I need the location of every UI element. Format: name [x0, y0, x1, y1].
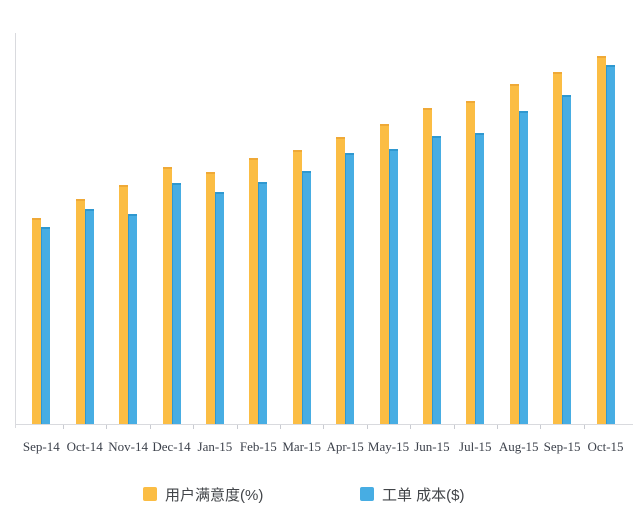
x-axis-label-Jun-15: Jun-15: [414, 439, 450, 454]
bar-satisfaction-Dec-14: [162, 167, 172, 424]
x-axis-tick: [323, 425, 325, 429]
bar-cost-Sep-15: [562, 95, 572, 424]
bar-satisfaction-Feb-15: [249, 158, 259, 424]
bar-satisfaction-Mar-15: [292, 150, 302, 424]
legend: 用户满意度(%) 工单 成本($): [0, 484, 642, 504]
legend-swatch-satisfaction-icon: [143, 487, 157, 501]
x-axis-tick: [236, 425, 238, 429]
x-axis-label-Dec-14: Dec-14: [152, 439, 191, 454]
bar-satisfaction-Oct-14: [75, 199, 85, 424]
bar-cost-Jun-15: [431, 136, 441, 424]
x-axis-tick: [366, 425, 368, 429]
x-axis-tick: [280, 425, 281, 429]
x-axis-tick: [497, 425, 498, 429]
bar-satisfaction-May-15: [379, 124, 389, 424]
x-axis-label-Oct-15: Oct-15: [587, 439, 624, 454]
x-axis-tick: [106, 425, 108, 429]
x-axis-tick: [453, 425, 455, 429]
legend-item-cost[interactable]: 工单 成本($): [360, 484, 465, 504]
bar-cost-Feb-15: [258, 182, 268, 424]
x-axis-label-Nov-14: Nov-14: [108, 439, 148, 454]
x-axis-label-Sep-14: Sep-14: [22, 439, 60, 454]
x-axis-tick: [63, 425, 64, 429]
x-axis-tick: [193, 425, 195, 429]
bar-satisfaction-Sep-14: [32, 218, 42, 424]
plot-area: [15, 33, 633, 429]
x-axis-label-Oct-14: Oct-14: [66, 439, 103, 454]
legend-label-cost: 工单 成本($): [382, 486, 465, 504]
x-axis-label-May-15: May-15: [367, 439, 410, 454]
bar-cost-Aug-15: [518, 111, 528, 424]
x-axis-tick: [540, 425, 542, 429]
bar-cost-May-15: [388, 149, 398, 424]
bar-cost-Mar-15: [301, 171, 311, 424]
x-axis-line: [15, 424, 633, 425]
bar-satisfaction-Nov-14: [119, 185, 129, 424]
bar-cost-Nov-14: [128, 214, 138, 424]
x-axis-label-Apr-15: Apr-15: [326, 439, 364, 454]
bar-satisfaction-Apr-15: [336, 137, 346, 424]
x-axis-tick: [149, 425, 151, 429]
x-axis-tick: [583, 425, 585, 429]
x-axis-label-Aug-15: Aug-15: [498, 439, 539, 454]
bar-satisfaction-Jan-15: [205, 172, 215, 424]
bar-satisfaction-Sep-15: [553, 72, 563, 424]
x-axis-label-Jul-15: Jul-15: [459, 439, 492, 454]
x-axis-labels: Sep-14 Oct-14 Nov-14 Dec-14 Jan-15 Feb-15 Mar-…: [15, 439, 633, 457]
x-axis-label-Feb-15: Feb-15: [239, 439, 277, 454]
bar-cost-Jan-15: [214, 192, 224, 424]
bar-satisfaction-Oct-15: [596, 56, 606, 424]
bar-cost-Oct-14: [84, 209, 94, 424]
legend-swatch-cost-icon: [360, 487, 374, 501]
bar-satisfaction-Jul-15: [466, 101, 476, 424]
legend-item-satisfaction[interactable]: 用户满意度(%): [143, 484, 263, 504]
x-axis-tick: [410, 425, 412, 429]
bar-satisfaction-Jun-15: [422, 108, 432, 424]
bar-cost-Oct-15: [605, 65, 615, 424]
y-axis-line: [15, 33, 16, 428]
x-axis-label-Jan-15: Jan-15: [197, 439, 233, 454]
bar-cost-Dec-14: [171, 183, 181, 424]
x-axis-label-Sep-15: Sep-15: [543, 439, 581, 454]
bar-cost-Apr-15: [345, 153, 355, 424]
legend-label-satisfaction: 用户满意度(%): [165, 486, 264, 504]
x-axis-label-Mar-15: Mar-15: [282, 439, 322, 454]
bar-satisfaction-Aug-15: [509, 84, 519, 424]
bar-cost-Sep-14: [41, 227, 51, 424]
bar-cost-Jul-15: [475, 133, 485, 424]
